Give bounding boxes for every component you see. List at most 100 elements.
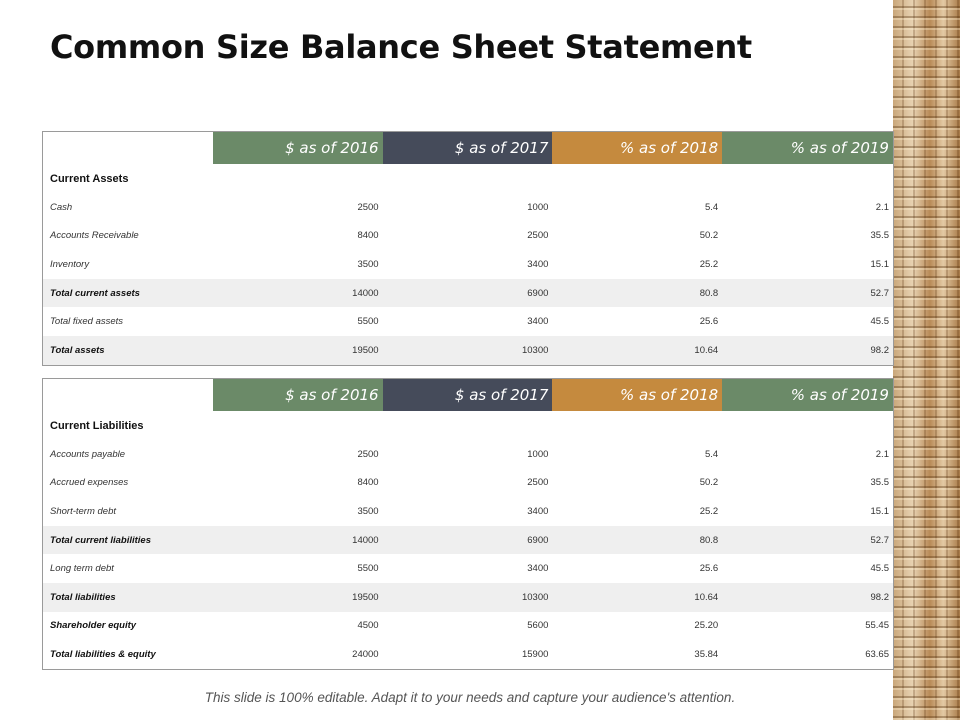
cell: 1000 bbox=[527, 448, 549, 460]
cell: 8400 bbox=[357, 230, 379, 242]
cell: 52.7 bbox=[870, 534, 889, 546]
table-header: $ as of 2016 $ as of 2017 % as of 2018 %… bbox=[43, 379, 893, 411]
table-row: Shareholder equity 4500 5600 25.20 55.45 bbox=[43, 612, 893, 641]
table-row: Long term debt 5500 3400 25.6 45.5 bbox=[43, 554, 893, 583]
cell: 10300 bbox=[521, 591, 549, 603]
table-row: Short-term debt 3500 3400 25.2 15.1 bbox=[43, 497, 893, 526]
table-row: Accrued expenses 8400 2500 50.2 35.5 bbox=[43, 469, 893, 498]
cell: 24000 bbox=[352, 648, 379, 660]
header-2017: $ as of 2017 bbox=[382, 379, 553, 411]
table-row-total: Total liabilities 19500 10300 10.64 98.2 bbox=[43, 582, 893, 612]
cell: 5500 bbox=[357, 563, 379, 575]
cell: 3500 bbox=[357, 258, 379, 270]
cell: 80.8 bbox=[699, 287, 719, 299]
cell: 25.20 bbox=[694, 620, 719, 632]
row-label: Long term debt bbox=[50, 563, 114, 575]
cell: 25.6 bbox=[699, 316, 719, 328]
header-2017: $ as of 2017 bbox=[382, 132, 553, 164]
row-label: Inventory bbox=[50, 258, 90, 270]
header-2016: $ as of 2016 bbox=[212, 132, 383, 164]
row-label: Total assets bbox=[50, 344, 105, 356]
cell: 3400 bbox=[527, 563, 549, 575]
header-blank-cell bbox=[43, 379, 213, 411]
cell: 15.1 bbox=[870, 258, 889, 270]
cell: 50.2 bbox=[699, 477, 719, 489]
cell: 45.5 bbox=[870, 316, 889, 328]
table-row: Cash 2500 1000 5.4 2.1 bbox=[43, 193, 893, 222]
cell: 6900 bbox=[527, 534, 549, 546]
row-label: Total liabilities bbox=[50, 591, 116, 603]
cell: 8400 bbox=[357, 477, 379, 489]
footer-note: This slide is 100% editable. Adapt it to… bbox=[204, 690, 736, 705]
cell: 52.7 bbox=[870, 287, 889, 299]
cell: 35.5 bbox=[870, 477, 889, 489]
cell: 2500 bbox=[357, 448, 379, 460]
cell: 25.6 bbox=[699, 563, 719, 575]
cell: 14000 bbox=[352, 287, 379, 299]
coins-stack-image bbox=[893, 0, 960, 720]
cell: 25.2 bbox=[699, 505, 719, 517]
header-2019: % as of 2019 bbox=[722, 132, 893, 164]
row-label: Short-term debt bbox=[50, 505, 116, 517]
row-label: Total liabilities & equity bbox=[50, 648, 156, 660]
table-header: $ as of 2016 $ as of 2017 % as of 2018 %… bbox=[43, 132, 893, 164]
cell: 2500 bbox=[527, 230, 549, 242]
table-row-total: Total liabilities & equity 24000 15900 3… bbox=[43, 640, 893, 669]
row-label: Accounts payable bbox=[50, 448, 125, 460]
cell: 2500 bbox=[527, 477, 549, 489]
table-row-total: Total current liabilities 14000 6900 80.… bbox=[43, 525, 893, 555]
cell: 98.2 bbox=[870, 344, 889, 356]
cell: 5.4 bbox=[704, 448, 719, 460]
table-row: Accounts payable 2500 1000 5.4 2.1 bbox=[43, 440, 893, 469]
cell: 19500 bbox=[352, 591, 379, 603]
table-row: Inventory 3500 3400 25.2 15.1 bbox=[43, 250, 893, 279]
cell: 1000 bbox=[527, 201, 549, 213]
header-2018: % as of 2018 bbox=[552, 379, 723, 411]
header-2016: $ as of 2016 bbox=[212, 379, 383, 411]
cell: 14000 bbox=[352, 534, 379, 546]
cell: 2500 bbox=[357, 201, 379, 213]
table-row-total: Total current assets 14000 6900 80.8 52.… bbox=[43, 278, 893, 308]
liabilities-table: $ as of 2016 $ as of 2017 % as of 2018 %… bbox=[42, 378, 894, 670]
cell: 35.5 bbox=[870, 230, 889, 242]
cell: 10.64 bbox=[694, 591, 719, 603]
cell: 3400 bbox=[527, 316, 549, 328]
cell: 3400 bbox=[527, 505, 549, 517]
cell: 55.45 bbox=[865, 620, 889, 632]
header-blank-cell bbox=[43, 132, 213, 164]
row-label: Cash bbox=[50, 201, 73, 213]
cell: 50.2 bbox=[699, 230, 719, 242]
cell: 3500 bbox=[357, 505, 379, 517]
section-title: Current Liabilities bbox=[50, 419, 144, 432]
cell: 2.1 bbox=[875, 201, 889, 213]
header-2019: % as of 2019 bbox=[722, 379, 893, 411]
cell: 10.64 bbox=[694, 344, 719, 356]
cell: 4500 bbox=[357, 620, 379, 632]
assets-table: $ as of 2016 $ as of 2017 % as of 2018 %… bbox=[42, 131, 894, 366]
row-label: Total current liabilities bbox=[50, 534, 152, 546]
cell: 5.4 bbox=[704, 201, 719, 213]
cell: 5600 bbox=[527, 620, 549, 632]
cell: 80.8 bbox=[699, 534, 719, 546]
cell: 15900 bbox=[521, 648, 549, 660]
cell: 6900 bbox=[527, 287, 549, 299]
cell: 10300 bbox=[521, 344, 549, 356]
row-label: Total fixed assets bbox=[50, 316, 124, 328]
cell: 2.1 bbox=[875, 448, 889, 460]
cell: 19500 bbox=[352, 344, 379, 356]
cell: 15.1 bbox=[870, 505, 889, 517]
cell: 63.65 bbox=[865, 648, 889, 660]
cell: 35.84 bbox=[694, 648, 719, 660]
row-label: Accounts Receivable bbox=[50, 230, 139, 242]
cell: 25.2 bbox=[699, 258, 719, 270]
table-row: Accounts Receivable 8400 2500 50.2 35.5 bbox=[43, 222, 893, 251]
row-label: Shareholder equity bbox=[50, 620, 137, 632]
cell: 5500 bbox=[357, 316, 379, 328]
header-2018: % as of 2018 bbox=[552, 132, 723, 164]
table-row: Total fixed assets 5500 3400 25.6 45.5 bbox=[43, 307, 893, 336]
table-row-total: Total assets 19500 10300 10.64 98.2 bbox=[43, 335, 893, 365]
row-label: Accrued expenses bbox=[50, 477, 129, 489]
cell: 98.2 bbox=[870, 591, 889, 603]
row-label: Total current assets bbox=[50, 287, 140, 299]
cell: 45.5 bbox=[870, 563, 889, 575]
